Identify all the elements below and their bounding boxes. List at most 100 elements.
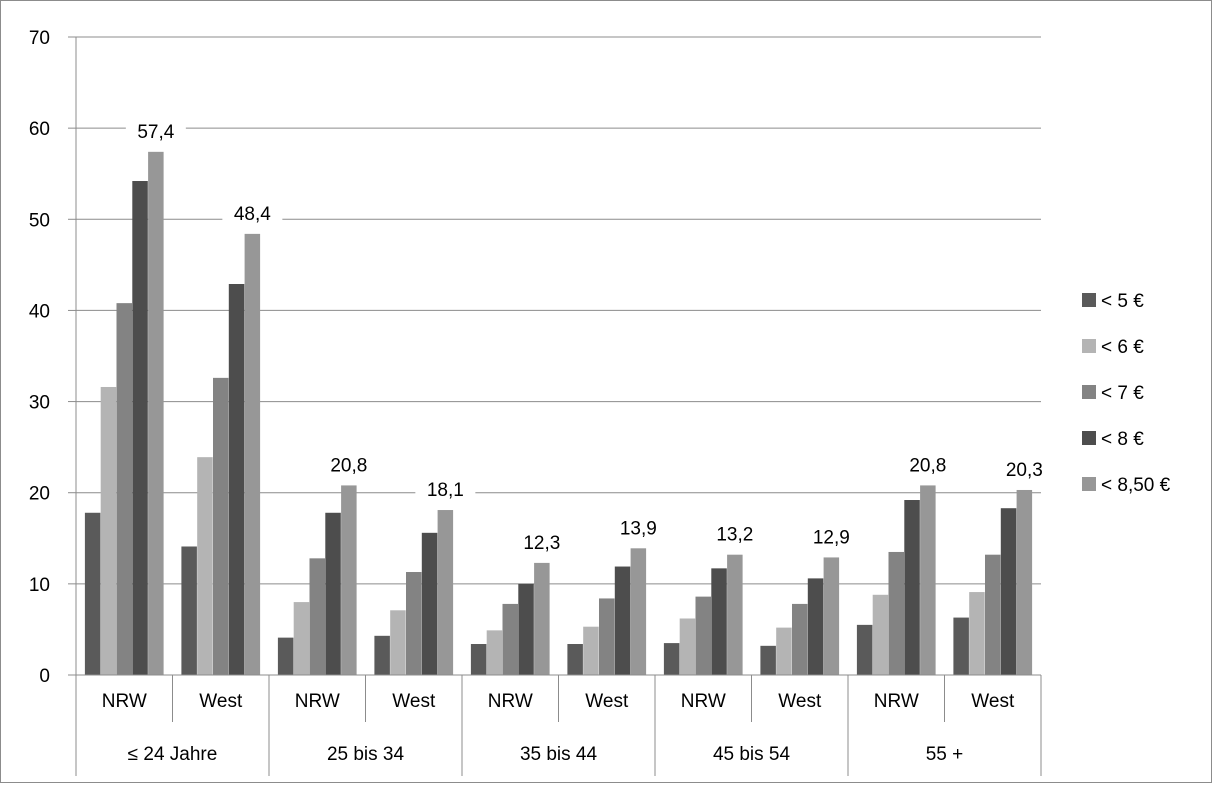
bar	[213, 377, 229, 675]
x-subcategory-label: NRW	[874, 691, 919, 712]
data-label: 20,3	[1006, 460, 1043, 481]
bar	[888, 551, 904, 675]
bar	[695, 596, 711, 675]
legend-swatch	[1082, 385, 1096, 399]
bar	[583, 626, 599, 675]
bars	[84, 151, 1033, 676]
x-subcategory-label: West	[199, 691, 243, 712]
bar	[630, 548, 647, 675]
bar	[116, 303, 132, 675]
data-label-background	[222, 199, 283, 227]
legend-label: < 8 €	[1101, 429, 1144, 450]
bar	[953, 617, 969, 675]
y-tick-label: 30	[29, 393, 50, 414]
data-label-background	[608, 514, 669, 542]
data-label: 18,1	[427, 480, 464, 501]
x-subcategory-label: NRW	[102, 691, 147, 712]
bar	[406, 572, 422, 675]
legend-swatch	[1082, 431, 1096, 445]
bar	[904, 500, 920, 675]
data-label: 20,8	[330, 455, 367, 476]
bar	[502, 603, 518, 675]
legend-label: < 7 €	[1101, 383, 1144, 404]
x-group-label: 35 bis 44	[520, 744, 598, 765]
bar	[181, 546, 197, 675]
data-label-background	[125, 117, 186, 145]
bar	[872, 594, 889, 675]
bar	[599, 598, 615, 675]
bar	[985, 554, 1001, 675]
bar	[470, 644, 487, 675]
x-subcategory-label: West	[778, 691, 822, 712]
bar	[823, 557, 840, 675]
bar	[309, 558, 325, 675]
data-label-background	[318, 451, 379, 479]
data-label: 13,2	[716, 525, 753, 546]
data-label: 12,3	[523, 533, 560, 554]
bar	[374, 635, 390, 675]
bar	[148, 151, 164, 676]
bar	[197, 457, 213, 675]
legend-label: < 5 €	[1101, 291, 1144, 312]
x-group-label: 25 bis 34	[327, 744, 405, 765]
bar	[679, 618, 696, 675]
x-group-label: 55 +	[926, 744, 964, 765]
data-label: 20,8	[909, 455, 946, 476]
bar	[792, 603, 808, 675]
bar	[325, 512, 341, 675]
bar	[534, 562, 550, 675]
legend-label: < 8,50 €	[1101, 475, 1171, 496]
data-label-background	[897, 451, 958, 479]
bar	[1000, 508, 1017, 675]
bar	[486, 630, 503, 675]
y-tick-label: 70	[29, 28, 50, 49]
bar	[1016, 489, 1033, 675]
data-label: 13,9	[620, 518, 657, 539]
legend-swatch	[1082, 293, 1096, 307]
bar	[84, 512, 101, 675]
x-subcategory-label: West	[585, 691, 629, 712]
data-label: 57,4	[137, 122, 174, 143]
bar	[614, 566, 631, 675]
bar	[807, 578, 824, 675]
data-label: 48,4	[234, 204, 271, 225]
bar	[277, 637, 294, 675]
bar	[100, 386, 117, 675]
bar	[390, 610, 406, 675]
axes: 0 10 20 30 40 50 60 70 NRW West NRW West NRW West NRW W…	[29, 28, 1042, 776]
bar	[760, 645, 776, 675]
bar	[437, 510, 454, 675]
bar	[421, 532, 438, 675]
legend-label: < 6 €	[1101, 337, 1144, 358]
y-tick-label: 10	[29, 575, 50, 596]
bar	[244, 233, 261, 675]
legend: < 5 € < 6 € < 7 € < 8 € < 8,50 €	[1082, 291, 1171, 496]
x-group-label: 45 bis 54	[713, 744, 791, 765]
y-tick-label: 20	[29, 484, 50, 505]
legend-swatch	[1082, 477, 1096, 491]
bar	[567, 644, 583, 675]
data-label-background	[511, 528, 572, 556]
data-label-background	[704, 520, 765, 548]
y-tick-label: 40	[29, 301, 50, 322]
legend-swatch	[1082, 339, 1096, 353]
bar	[856, 624, 873, 675]
bar	[969, 592, 985, 675]
bar	[132, 181, 148, 675]
bar	[727, 554, 743, 675]
x-subcategory-label: NRW	[681, 691, 726, 712]
bar	[341, 485, 357, 675]
bar	[663, 643, 680, 675]
x-subcategory-label: NRW	[488, 691, 533, 712]
bar	[518, 583, 534, 675]
y-tick-label: 50	[29, 210, 50, 231]
y-tick-label: 0	[39, 666, 50, 687]
bar	[293, 602, 310, 675]
bar	[776, 627, 792, 675]
bar	[228, 284, 245, 675]
bar	[711, 568, 727, 675]
x-subcategory-label: NRW	[295, 691, 340, 712]
data-label-background	[994, 455, 1055, 483]
